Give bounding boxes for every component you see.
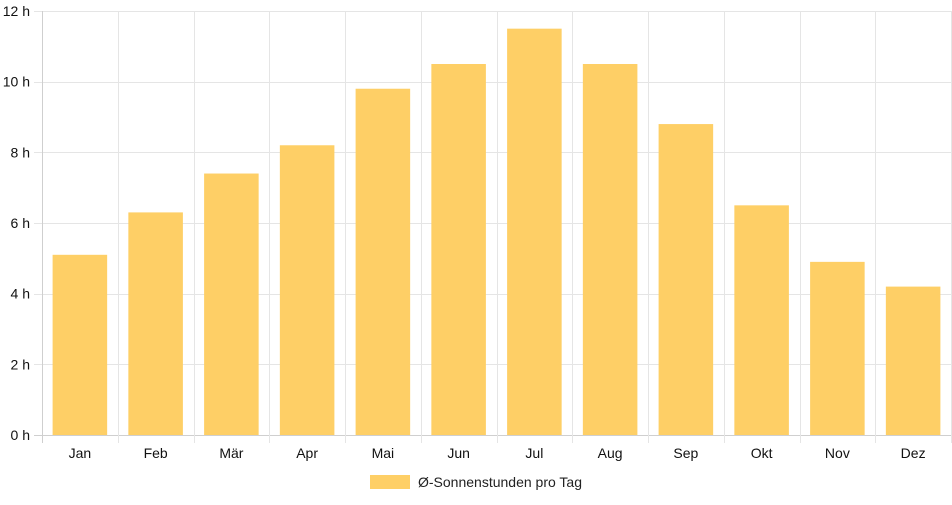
bar-layer bbox=[52, 28, 941, 436]
x-tick-label: Okt bbox=[751, 445, 773, 461]
x-tick-label: Jan bbox=[69, 445, 92, 461]
x-tick-label: Jun bbox=[447, 445, 470, 461]
x-tick-label: Nov bbox=[825, 445, 850, 461]
x-tick-label: Mär bbox=[219, 445, 243, 461]
bar[interactable] bbox=[355, 88, 411, 435]
x-axis-ticks: Jan Feb Mär Apr Mai Jun Jul Aug Sep Okt Nov Dez bbox=[69, 445, 926, 461]
legend-swatch bbox=[370, 475, 410, 489]
grid-layer bbox=[34, 11, 952, 443]
bar[interactable] bbox=[885, 286, 941, 435]
bar[interactable] bbox=[582, 64, 638, 435]
bar[interactable] bbox=[658, 124, 714, 436]
x-tick-label: Apr bbox=[296, 445, 318, 461]
y-tick-label: 0 h bbox=[11, 427, 30, 443]
bar[interactable] bbox=[128, 212, 183, 435]
y-tick-label: 12 h bbox=[3, 3, 30, 19]
legend-label: Ø-Sonnenstunden pro Tag bbox=[418, 474, 582, 490]
y-tick-label: 2 h bbox=[11, 356, 30, 372]
x-tick-label: Dez bbox=[901, 445, 926, 461]
y-axis-ticks: 0 h 2 h 4 h 6 h 8 h 10 h 12 h bbox=[3, 3, 30, 443]
x-tick-label: Aug bbox=[598, 445, 623, 461]
y-tick-label: 10 h bbox=[3, 74, 30, 90]
y-tick-label: 8 h bbox=[11, 144, 30, 160]
x-tick-label: Mai bbox=[372, 445, 395, 461]
bar[interactable] bbox=[279, 145, 335, 435]
x-tick-label: Sep bbox=[673, 445, 698, 461]
y-tick-label: 6 h bbox=[11, 215, 30, 231]
bar[interactable] bbox=[52, 254, 108, 435]
bar[interactable] bbox=[810, 261, 865, 435]
x-tick-label: Feb bbox=[144, 445, 168, 461]
y-tick-label: 4 h bbox=[11, 286, 30, 302]
bar[interactable] bbox=[431, 64, 486, 435]
bar[interactable] bbox=[204, 173, 259, 436]
bar[interactable] bbox=[507, 28, 562, 436]
legend[interactable]: Ø-Sonnenstunden pro Tag bbox=[0, 470, 952, 494]
x-tick-label: Jul bbox=[525, 445, 543, 461]
bar[interactable] bbox=[734, 205, 789, 435]
